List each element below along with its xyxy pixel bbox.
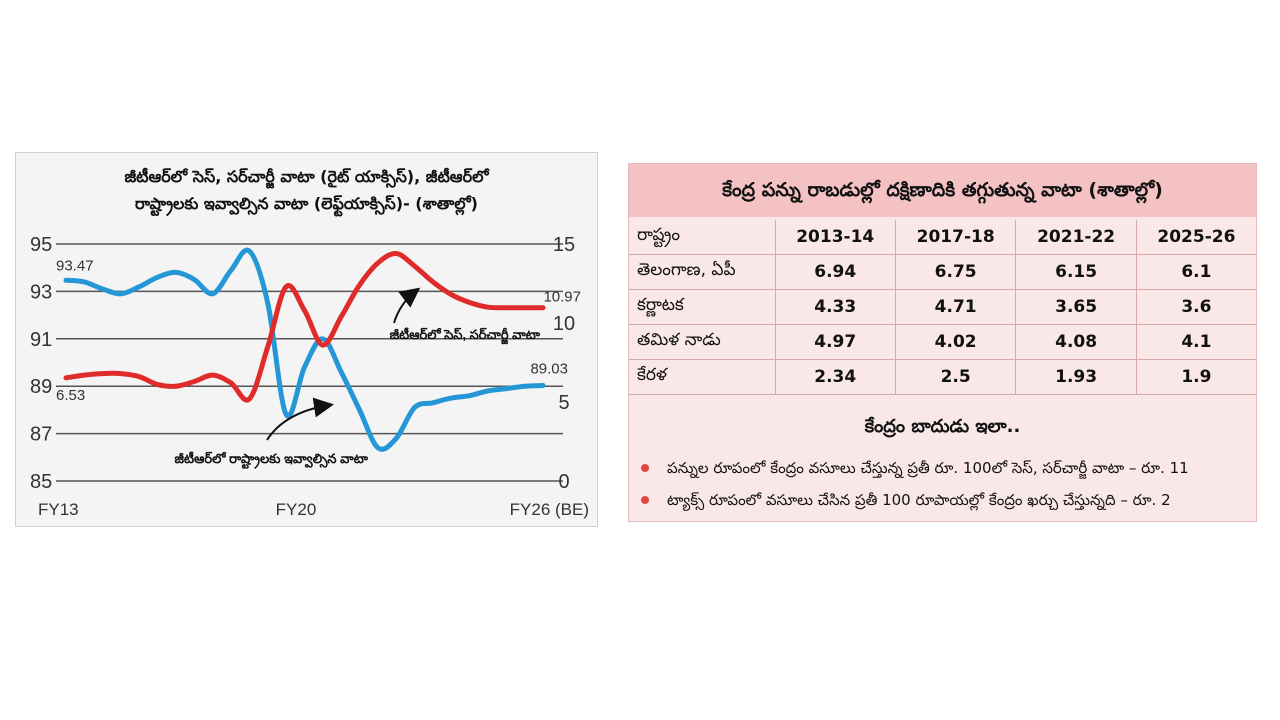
data-label: 93.47 — [56, 257, 94, 274]
bullet-dot-icon — [641, 464, 649, 472]
table-cell: 3.65 — [1015, 289, 1137, 325]
chart-title-line-2: రాష్ట్రాలకు ఇవ్వాల్సిన వాటా (లెఫ్ట్‌యాక్… — [135, 194, 478, 213]
tax-share-panel: కేంద్ర పన్ను రాబడుల్లో దక్షిణాదికి తగ్గు… — [628, 163, 1257, 522]
x-tick-label: FY20 — [276, 500, 317, 519]
table-cell: 1.9 — [1135, 359, 1256, 395]
y-right-tick-label: 10 — [553, 313, 575, 335]
list-item: ట్యాక్స్‌ రూపంలో వసూలు చేసిన ప్రతీ 100 ర… — [629, 486, 1256, 518]
state-name: తెలంగాణ, ఏపీ — [637, 260, 736, 280]
table-cell: 1.93 — [1015, 359, 1137, 395]
table-cell: 6.1 — [1135, 254, 1256, 290]
column-header-2021-22: 2021-22 — [1015, 220, 1137, 255]
column-header-2013-14: 2013-14 — [774, 220, 896, 255]
table-cell: 6.15 — [1015, 254, 1137, 290]
y-left-tick-label: 85 — [30, 471, 52, 493]
bullet-list: పన్నుల రూపంలో కేంద్రం వసూలు చేస్తున్న ప్… — [629, 454, 1256, 518]
y-left-tick-label: 91 — [30, 329, 52, 351]
y-left-tick-label: 89 — [30, 376, 52, 398]
chart-title-line-1: జీటీఆర్‌లో సెస్‌, సర్‌చార్జీ వాటా (రైట్‌… — [124, 167, 489, 186]
y-right-tick-label: 15 — [553, 234, 575, 256]
data-label: 6.53 — [56, 387, 85, 404]
state-name: కేరళ — [637, 365, 667, 385]
table-cell: 6.75 — [894, 254, 1016, 290]
annotation-cess-surcharge: జీటీఆర్‌లో సెస్‌, సర్‌చార్జీ వాటా — [390, 327, 541, 345]
table-cell: 4.02 — [894, 324, 1016, 360]
data-label: 10.97 — [543, 289, 581, 306]
chart-title: జీటీఆర్‌లో సెస్‌, సర్‌చార్జీ వాటా (రైట్‌… — [16, 163, 597, 217]
list-item: పన్నుల రూపంలో కేంద్రం వసూలు చేస్తున్న ప్… — [629, 454, 1256, 486]
table-row: కర్ణాటక 4.33 4.71 3.65 3.6 — [629, 289, 1256, 325]
subtitle: కేంద్రం బాదుడు ఇలా.. — [864, 416, 1021, 437]
table-cell: 3.6 — [1135, 289, 1256, 325]
table-cell: 4.1 — [1135, 324, 1256, 360]
y-left-tick-label: 93 — [30, 281, 52, 303]
y-right-tick-label: 5 — [558, 392, 569, 414]
column-header-2025-26: 2025-26 — [1135, 220, 1256, 255]
table-cell: 4.33 — [774, 289, 896, 325]
table-header-row: రాష్ట్రం 2013-14 2017-18 2021-22 2025-26 — [629, 220, 1256, 255]
state-name: తమిళ నాడు — [637, 330, 721, 350]
chart-panel: 95 93 91 89 87 85 15 10 5 0 FY13 FY20 FY26 (BE) 93.47… — [15, 152, 598, 527]
x-tick-label: FY26 (BE) — [510, 500, 589, 519]
bullet-text: ట్యాక్స్‌ రూపంలో వసూలు చేసిన ప్రతీ 100 ర… — [667, 491, 1171, 509]
table-row: తెలంగాణ, ఏపీ 6.94 6.75 6.15 6.1 — [629, 254, 1256, 290]
column-header-2017-18: 2017-18 — [894, 220, 1016, 255]
table-cell: 4.71 — [894, 289, 1016, 325]
y-left-tick-label: 95 — [30, 234, 52, 256]
y-right-tick-label: 0 — [558, 471, 569, 493]
line-chart: 95 93 91 89 87 85 15 10 5 0 FY13 FY20 FY26 (BE) 93.47… — [30, 234, 589, 519]
data-label: 89.03 — [530, 360, 568, 377]
series-line-states-share — [63, 247, 546, 452]
column-header-state: రాష్ట్రం — [637, 225, 681, 245]
bullet-text: పన్నుల రూపంలో కేంద్రం వసూలు చేస్తున్న ప్… — [667, 459, 1189, 477]
table-title: కేంద్ర పన్ను రాబడుల్లో దక్షిణాదికి తగ్గు… — [629, 164, 1256, 217]
y-left-tick-label: 87 — [30, 424, 52, 446]
tax-share-table: రాష్ట్రం 2013-14 2017-18 2021-22 2025-26… — [629, 220, 1256, 395]
state-name: కర్ణాటక — [637, 295, 684, 315]
annotation-states-share: జీటీఆర్‌లో రాష్ట్రాలకు ఇవ్వాల్సిన వాటా — [174, 451, 368, 469]
table-cell: 4.97 — [774, 324, 896, 360]
table-cell: 2.34 — [774, 359, 896, 395]
table-cell: 4.08 — [1015, 324, 1137, 360]
bullet-dot-icon — [641, 496, 649, 504]
annotation-arrow — [266, 397, 334, 441]
table-row: కేరళ 2.34 2.5 1.93 1.9 — [629, 359, 1256, 395]
series-line-cess-surcharge — [63, 250, 546, 403]
annotation-arrow — [393, 287, 421, 324]
table-cell: 2.5 — [894, 359, 1016, 395]
table-row: తమిళ నాడు 4.97 4.02 4.08 4.1 — [629, 324, 1256, 360]
table-cell: 6.94 — [774, 254, 896, 290]
x-tick-label: FY13 — [38, 500, 79, 519]
